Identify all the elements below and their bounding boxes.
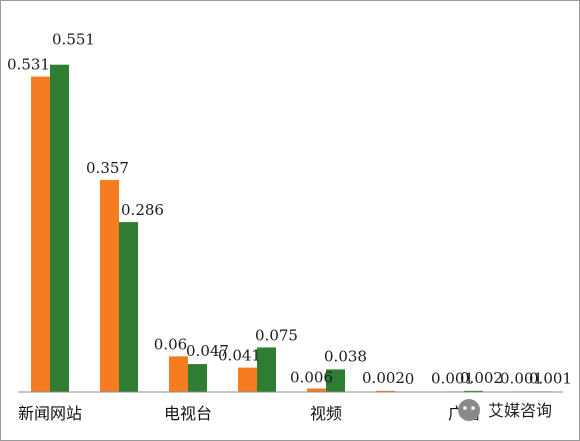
- bar-series2-item-6: [464, 390, 483, 392]
- data-label-series2-item-3: 0.075: [255, 326, 298, 344]
- bar-series2-item-2: [188, 364, 207, 392]
- data-label-series1-item-0: 0.531: [7, 56, 50, 74]
- data-label-series2-item-1: 0.286: [121, 201, 164, 219]
- x-tick-label-4: 视频: [310, 404, 342, 423]
- bar-series1-item-1: [100, 179, 119, 392]
- data-label-series2-item-0: 0.551: [52, 31, 95, 49]
- x-tick-label-2: 电视台: [164, 404, 212, 423]
- bars-layer: [31, 64, 552, 393]
- bar-series2-item-1: [119, 222, 138, 392]
- bar-series2-item-0: [50, 64, 69, 393]
- data-label-series2-item-5: 0: [405, 370, 415, 388]
- data-label-series2-item-4: 0.038: [324, 347, 367, 365]
- watermark-label: 艾媒咨询: [488, 401, 552, 420]
- data-label-series2-item-2: 0.047: [186, 342, 229, 360]
- data-label-series1-item-4: 0.006: [290, 368, 333, 386]
- wechat-logo-eye-right: [471, 406, 475, 410]
- data-label-series1-item-3: 0.041: [218, 347, 261, 365]
- bar-series1-item-5: [376, 390, 395, 392]
- data-label-series1-item-7: 0.001: [500, 369, 543, 387]
- wechat-logo-eye-left: [463, 406, 467, 410]
- bar-series1-item-0: [31, 76, 50, 392]
- bar-series1-item-4: [307, 388, 326, 392]
- data-label-series1-item-2: 0.06: [154, 335, 187, 353]
- data-label-series1-item-5: 0.002: [362, 369, 405, 387]
- data-label-series1-item-1: 0.357: [86, 159, 129, 177]
- bar-series1-item-3: [238, 367, 257, 392]
- wechat-logo-icon: [458, 399, 480, 421]
- data-label-series2-item-6: 0.002: [460, 369, 503, 387]
- bar-series2-item-4: [326, 369, 345, 392]
- bar-series1-item-2: [169, 356, 188, 392]
- bar-series2-item-3: [257, 347, 276, 392]
- data-label-series1-item-6: 0.001: [431, 369, 474, 387]
- tick-labels-layer: 新闻网站电视台视频广播: [18, 404, 480, 423]
- data-label-series2-item-7: 0.001: [529, 369, 572, 387]
- watermark: 艾媒咨询: [458, 399, 552, 421]
- x-tick-label-0: 新闻网站: [18, 404, 82, 423]
